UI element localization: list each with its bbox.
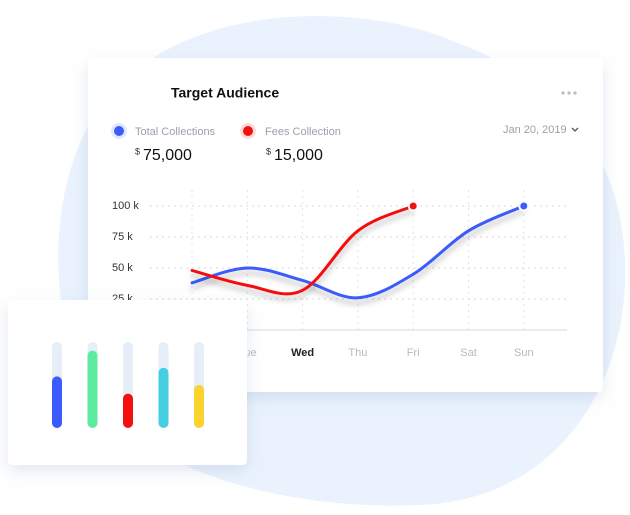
date-picker[interactable]: Jan 20, 2019 — [503, 124, 567, 136]
x-tick-label: Thu — [348, 347, 367, 359]
total-amount: 75,000 — [143, 147, 192, 164]
bar — [194, 385, 204, 428]
more-menu[interactable] — [561, 91, 577, 95]
x-tick-label: Wed — [291, 347, 314, 359]
card-title: Target Audience — [171, 85, 279, 101]
x-tick-label: Sat — [460, 347, 477, 359]
x-tick-label: Sun — [514, 347, 534, 359]
y-tick-label: 50 k — [112, 262, 133, 274]
chevron[interactable] — [571, 127, 579, 132]
legend-label: Fees Collection — [265, 126, 341, 138]
bar — [123, 393, 133, 428]
legend-label: Total Collections — [135, 126, 216, 138]
y-tick-label: 75 k — [112, 231, 133, 243]
legend-dot — [114, 126, 124, 136]
bar — [158, 367, 169, 428]
bar — [87, 350, 98, 428]
currency: $ — [135, 146, 140, 156]
end-point — [518, 200, 530, 212]
mini-chart — [52, 342, 204, 428]
currency: $ — [266, 146, 271, 156]
bar — [52, 376, 62, 428]
series-line — [190, 204, 526, 300]
y-tick-label: 100 k — [112, 200, 139, 212]
legend-dot — [243, 126, 253, 136]
total-amount: 15,000 — [274, 147, 323, 164]
x-tick-label: Fri — [407, 347, 420, 359]
series-line — [190, 204, 415, 296]
end-point — [407, 200, 419, 212]
